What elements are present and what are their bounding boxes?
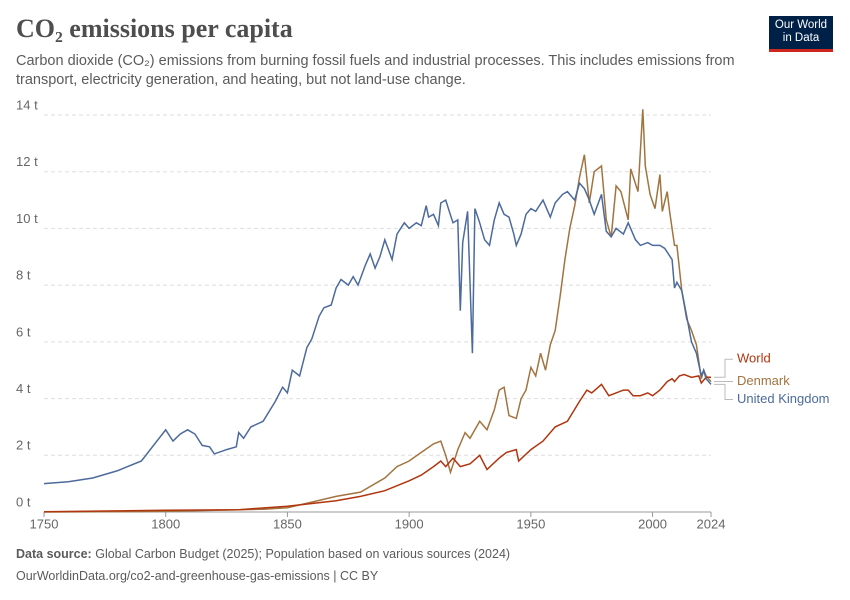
label-connector xyxy=(714,383,733,401)
logo-line: Our World xyxy=(774,19,828,31)
x-tick-label: 1900 xyxy=(395,516,424,531)
x-tick-label: 2000 xyxy=(638,516,667,531)
legend-label: Denmark xyxy=(737,373,790,388)
y-tick-label: 4 t xyxy=(16,381,31,396)
y-tick-label: 8 t xyxy=(16,268,31,283)
series-line xyxy=(43,109,712,513)
y-tick-label: 10 t xyxy=(16,211,38,226)
y-tick-label: 14 t xyxy=(16,97,38,112)
y-tick-label: 6 t xyxy=(16,324,31,339)
x-tick-label: 1800 xyxy=(151,516,180,531)
y-tick-label: 12 t xyxy=(16,154,38,169)
y-tick-label: 0 t xyxy=(16,494,31,509)
legend-label: World xyxy=(737,351,771,366)
logo-line: in Data xyxy=(782,32,820,44)
source-text: Global Carbon Budget (2025); Population … xyxy=(95,547,511,561)
legend-label: United Kingdom xyxy=(737,391,830,406)
chart-subtitle: Carbon dioxide (CO₂) emissions from burn… xyxy=(16,53,735,88)
logo[interactable]: Our World in Data xyxy=(769,16,833,52)
chart-title: CO₂ emissions per capita xyxy=(16,14,293,43)
x-tick-label: 1750 xyxy=(30,516,59,531)
x-tick-label: 1950 xyxy=(516,516,545,531)
source: Data source: Global Carbon Budget (2025)… xyxy=(16,547,510,561)
x-tick-label: 1850 xyxy=(273,516,302,531)
footer-url[interactable]: OurWorldinData.org/co2-and-greenhouse-ga… xyxy=(16,569,379,583)
y-tick-label: 2 t xyxy=(16,438,31,453)
series-line xyxy=(43,373,711,513)
x-tick-label: 2024 xyxy=(697,516,726,531)
series-line xyxy=(43,181,712,485)
source-label: Data source: xyxy=(16,547,92,561)
label-connector xyxy=(714,358,733,378)
